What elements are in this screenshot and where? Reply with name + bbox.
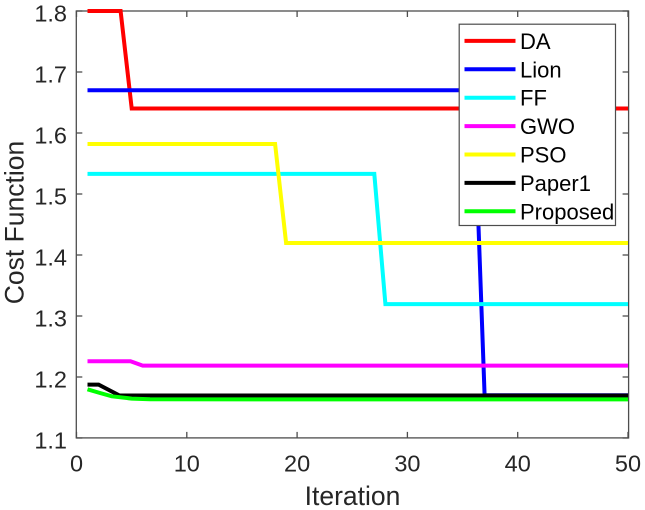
svg-text:1.6: 1.6: [34, 122, 67, 148]
svg-text:1.2: 1.2: [34, 366, 67, 392]
svg-text:50: 50: [615, 451, 641, 477]
svg-text:0: 0: [70, 451, 83, 477]
svg-text:GWO: GWO: [520, 114, 575, 139]
svg-text:1.3: 1.3: [34, 305, 67, 331]
svg-text:10: 10: [174, 451, 200, 477]
svg-text:1.1: 1.1: [34, 427, 67, 453]
svg-text:1.7: 1.7: [34, 61, 67, 87]
svg-text:1.4: 1.4: [34, 244, 67, 270]
svg-text:20: 20: [284, 451, 310, 477]
svg-text:Lion: Lion: [520, 57, 562, 82]
svg-text:Paper1: Paper1: [520, 171, 591, 196]
svg-text:DA: DA: [520, 29, 551, 54]
svg-text:Iteration: Iteration: [305, 481, 401, 510]
svg-text:FF: FF: [520, 86, 547, 111]
svg-text:30: 30: [394, 451, 420, 477]
svg-text:40: 40: [505, 451, 531, 477]
svg-text:1.8: 1.8: [34, 0, 67, 26]
svg-text:1.5: 1.5: [34, 183, 67, 209]
svg-text:Cost Function: Cost Function: [0, 141, 30, 305]
svg-text:PSO: PSO: [520, 143, 566, 168]
svg-text:Proposed: Proposed: [520, 199, 614, 224]
